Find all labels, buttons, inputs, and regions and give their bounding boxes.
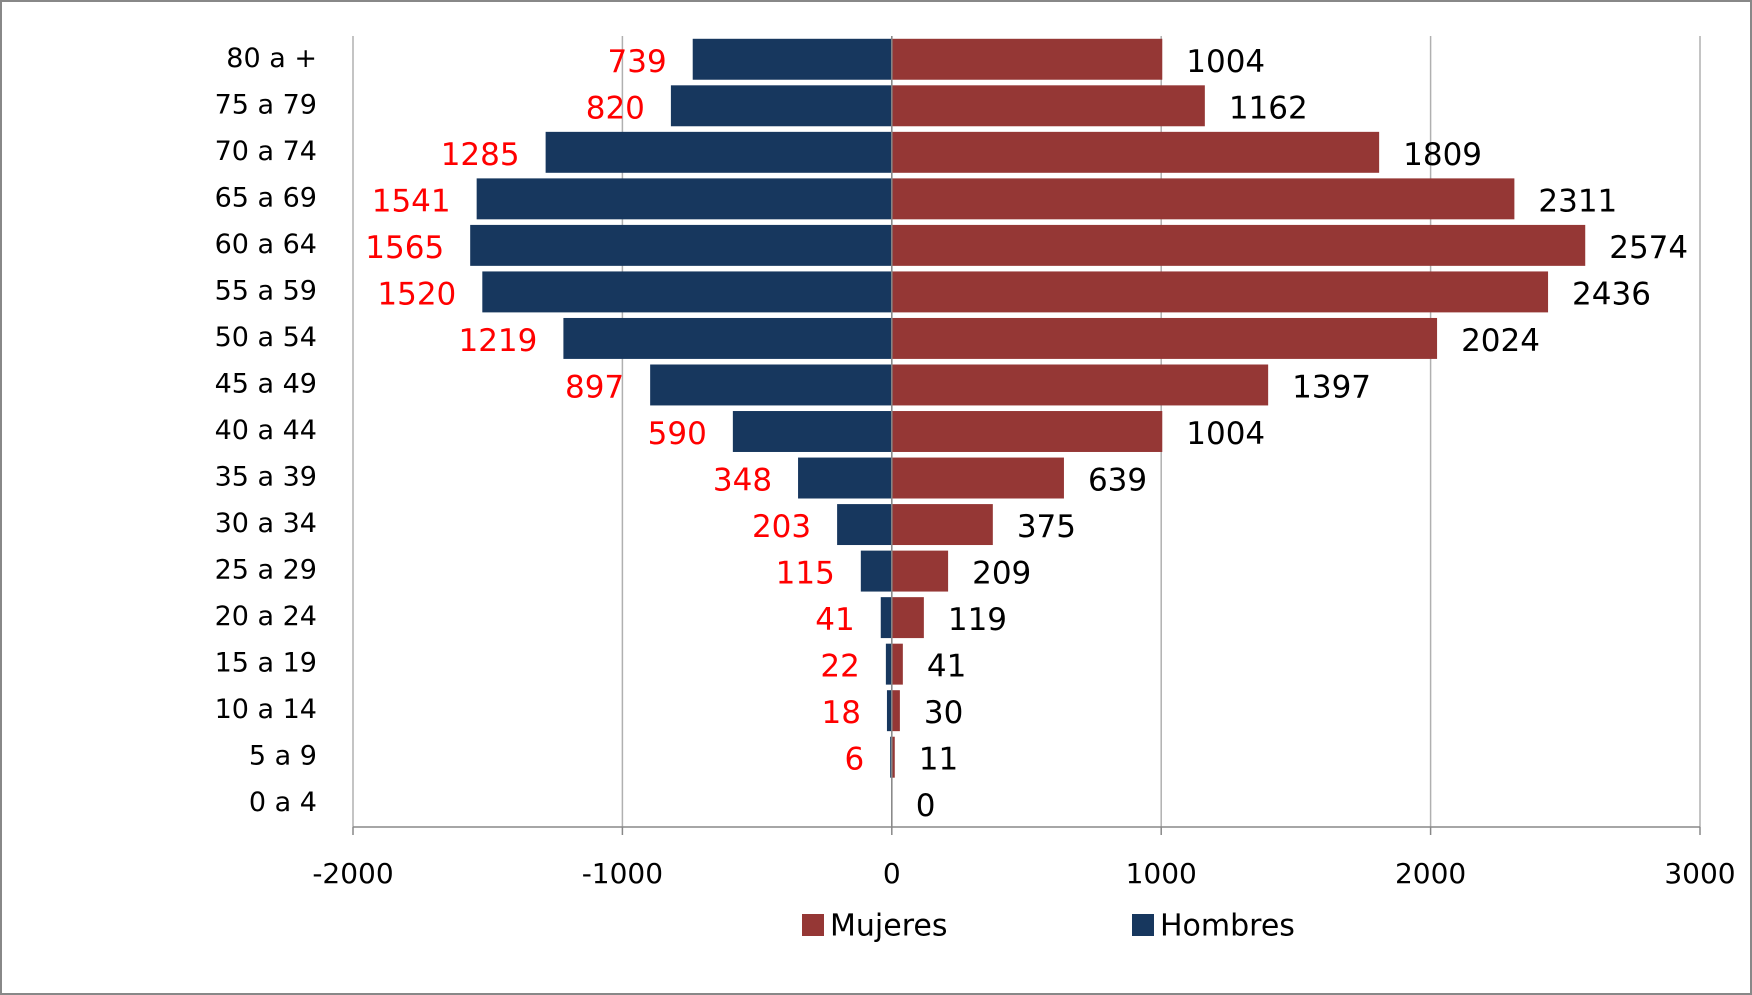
data-label: 2311	[1538, 183, 1617, 219]
bar	[891, 457, 1064, 499]
x-tick-label: -1000	[582, 857, 663, 890]
data-label: 1565	[365, 230, 444, 266]
data-label: 2024	[1461, 323, 1540, 359]
data-label: 115	[776, 556, 835, 592]
data-label: 1004	[1186, 416, 1265, 452]
legend-swatch	[802, 914, 824, 936]
data-label: 18	[821, 695, 860, 731]
bar	[891, 550, 949, 592]
data-label: 1809	[1403, 137, 1482, 173]
bar	[476, 178, 892, 220]
y-tick-label: 10 a 14	[215, 694, 317, 725]
data-label: 1162	[1229, 90, 1308, 126]
bar	[891, 736, 895, 778]
bar	[885, 643, 892, 685]
bar	[891, 38, 1163, 80]
y-tick-label: 20 a 24	[215, 601, 317, 632]
data-label: 11	[919, 742, 958, 778]
bar	[891, 504, 993, 546]
data-label: 1004	[1186, 44, 1265, 80]
data-label: 2574	[1609, 230, 1688, 266]
x-tick-label: 1000	[1126, 857, 1197, 890]
y-tick-label: 5 a 9	[249, 741, 317, 772]
bar	[890, 736, 892, 778]
legend-swatch	[1132, 914, 1154, 936]
data-label: 897	[565, 369, 624, 405]
bar	[798, 457, 892, 499]
bar	[886, 690, 892, 732]
bar	[482, 271, 892, 313]
data-label: 1520	[377, 276, 456, 312]
data-label: 1397	[1292, 369, 1371, 405]
data-label: 119	[948, 602, 1007, 638]
y-tick-label: 55 a 59	[215, 275, 317, 306]
bar	[692, 38, 892, 80]
bar	[891, 317, 1438, 359]
bar	[650, 364, 892, 406]
data-label: 1285	[441, 137, 520, 173]
data-label: 209	[972, 556, 1031, 592]
y-tick-label: 40 a 44	[215, 415, 317, 446]
y-tick-label: 65 a 69	[215, 182, 317, 213]
data-label: 639	[1088, 463, 1147, 499]
data-label: 2436	[1572, 276, 1651, 312]
bar	[891, 131, 1380, 173]
legend-label: Mujeres	[830, 909, 947, 944]
data-label: 41	[815, 602, 854, 638]
y-tick-label: 25 a 29	[215, 555, 317, 586]
data-label: 590	[648, 416, 707, 452]
bar	[891, 364, 1269, 406]
data-label: 1219	[458, 323, 537, 359]
bar	[891, 411, 1163, 452]
y-tick-label: 60 a 64	[215, 229, 317, 260]
bar	[860, 550, 892, 592]
bar	[880, 597, 892, 639]
bar	[891, 271, 1549, 313]
bar	[837, 504, 892, 546]
bar	[891, 597, 924, 639]
x-tick-label: -2000	[312, 857, 393, 890]
data-label: 41	[927, 649, 966, 685]
x-tick-label: 0	[883, 857, 901, 890]
y-tick-label: 15 a 19	[215, 648, 317, 679]
data-label: 22	[820, 649, 859, 685]
x-tick-label: 2000	[1395, 857, 1466, 890]
x-tick-label: 3000	[1664, 857, 1735, 890]
bar	[545, 131, 892, 173]
bar	[670, 85, 892, 127]
y-tick-label: 75 a 79	[215, 89, 317, 120]
data-label: 30	[924, 695, 963, 731]
data-label: 820	[586, 90, 645, 126]
data-label: 203	[752, 509, 811, 545]
bar	[732, 411, 892, 452]
legend-label: Hombres	[1160, 909, 1295, 944]
data-label: 6	[844, 742, 864, 778]
y-tick-label: 35 a 39	[215, 462, 317, 493]
bar	[891, 643, 903, 685]
y-tick-label: 50 a 54	[215, 322, 317, 353]
y-tick-label: 30 a 34	[215, 508, 317, 539]
data-label: 1541	[372, 183, 451, 219]
data-label: 348	[713, 463, 772, 499]
y-tick-label: 45 a 49	[215, 368, 317, 399]
bar	[891, 690, 900, 732]
bar	[891, 224, 1586, 266]
bar	[891, 178, 1515, 220]
bar	[563, 317, 892, 359]
y-tick-label: 70 a 74	[215, 136, 317, 167]
y-tick-label: 80 a +	[226, 43, 317, 74]
y-tick-label: 0 a 4	[249, 787, 317, 818]
bar	[470, 224, 892, 266]
data-label: 0	[916, 788, 936, 824]
bar	[891, 85, 1205, 127]
data-label: 375	[1017, 509, 1076, 545]
data-label: 739	[608, 44, 667, 80]
